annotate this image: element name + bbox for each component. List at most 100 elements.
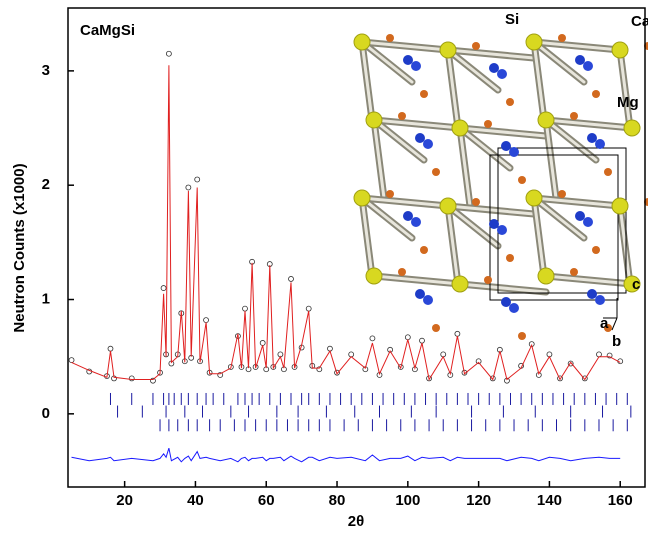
ca-atom	[624, 120, 640, 136]
si-atom	[583, 217, 593, 227]
mg-atom	[570, 112, 578, 120]
mg-atom	[558, 190, 566, 198]
si-atom	[501, 297, 511, 307]
si-atom	[423, 139, 433, 149]
si-atom	[489, 63, 499, 73]
inset-label: c	[632, 276, 640, 293]
si-atom	[575, 211, 585, 221]
si-atom	[587, 289, 597, 299]
mg-atom	[604, 168, 612, 176]
ca-atom	[440, 198, 456, 214]
si-atom	[575, 55, 585, 65]
ca-atom	[366, 112, 382, 128]
mg-atom	[432, 168, 440, 176]
x-tick-label: 60	[258, 492, 275, 509]
mg-atom	[484, 276, 492, 284]
si-atom	[415, 289, 425, 299]
mg-atom	[398, 268, 406, 276]
observed-point	[455, 331, 460, 336]
mg-atom	[386, 190, 394, 198]
observed-point	[186, 185, 191, 190]
si-atom	[403, 211, 413, 221]
mg-atom	[518, 176, 526, 184]
observed-point	[129, 376, 134, 381]
ca-atom	[440, 42, 456, 58]
ca-atom	[538, 268, 554, 284]
si-atom	[489, 219, 499, 229]
ca-atom	[526, 190, 542, 206]
x-tick-label: 80	[329, 492, 346, 509]
observed-point	[69, 358, 74, 363]
y-axis-label: Neutron Counts (x1000)	[11, 163, 28, 332]
axis-b	[612, 318, 617, 330]
y-tick-label: 3	[42, 62, 50, 79]
x-tick-label: 140	[537, 492, 562, 509]
si-atom	[595, 295, 605, 305]
mg-atom	[398, 112, 406, 120]
mg-atom	[506, 98, 514, 106]
observed-point	[419, 338, 424, 343]
y-tick-label: 2	[42, 176, 50, 193]
observed-point	[204, 318, 209, 323]
ca-atom	[526, 34, 542, 50]
x-tick-label: 100	[395, 492, 420, 509]
inset-label: a	[600, 315, 609, 332]
ca-atom	[538, 112, 554, 128]
mg-atom	[592, 246, 600, 254]
observed-point	[370, 336, 375, 341]
mg-atom	[472, 42, 480, 50]
x-tick-label: 40	[187, 492, 204, 509]
si-atom	[411, 61, 421, 71]
si-atom	[501, 141, 511, 151]
series-line	[72, 448, 621, 462]
mg-atom	[558, 34, 566, 42]
observed-point	[166, 51, 171, 56]
si-atom	[587, 133, 597, 143]
ca-atom	[452, 120, 468, 136]
mg-atom	[472, 198, 480, 206]
si-atom	[403, 55, 413, 65]
mg-atom	[386, 34, 394, 42]
inset-label: b	[612, 333, 621, 350]
mg-atom	[420, 246, 428, 254]
si-atom	[423, 295, 433, 305]
ca-atom	[452, 276, 468, 292]
mg-atom	[518, 332, 526, 340]
mg-atom	[420, 90, 428, 98]
inset-label: Si	[505, 11, 519, 28]
ca-atom	[612, 198, 628, 214]
observed-point	[405, 335, 410, 340]
ca-atom	[366, 268, 382, 284]
observed-point	[596, 352, 601, 357]
mg-atom	[592, 90, 600, 98]
si-atom	[497, 69, 507, 79]
observed-point	[108, 346, 113, 351]
si-atom	[509, 303, 519, 313]
mg-atom	[484, 120, 492, 128]
mg-atom	[432, 324, 440, 332]
observed-point	[195, 177, 200, 182]
chart-title: CaMgSi	[80, 22, 135, 39]
plot-frame	[68, 8, 645, 487]
x-axis-label: 2θ	[348, 513, 364, 530]
si-atom	[415, 133, 425, 143]
si-atom	[497, 225, 507, 235]
si-atom	[595, 139, 605, 149]
y-tick-label: 1	[42, 290, 50, 307]
observed-point	[242, 306, 247, 311]
observed-point	[306, 306, 311, 311]
mg-atom	[570, 268, 578, 276]
si-atom	[411, 217, 421, 227]
x-tick-label: 20	[116, 492, 133, 509]
mg-atom	[506, 254, 514, 262]
observed-point	[289, 276, 294, 281]
ca-atom	[612, 42, 628, 58]
x-tick-label: 160	[608, 492, 633, 509]
observed-point	[161, 286, 166, 291]
inset-label: Mg	[617, 94, 639, 111]
observed-point	[260, 340, 265, 345]
si-atom	[509, 147, 519, 157]
si-atom	[583, 61, 593, 71]
chart: Neutron Counts (x1000) 2θ CaMgSi SiCaMgc…	[0, 0, 648, 534]
crystal-structure	[354, 34, 648, 340]
